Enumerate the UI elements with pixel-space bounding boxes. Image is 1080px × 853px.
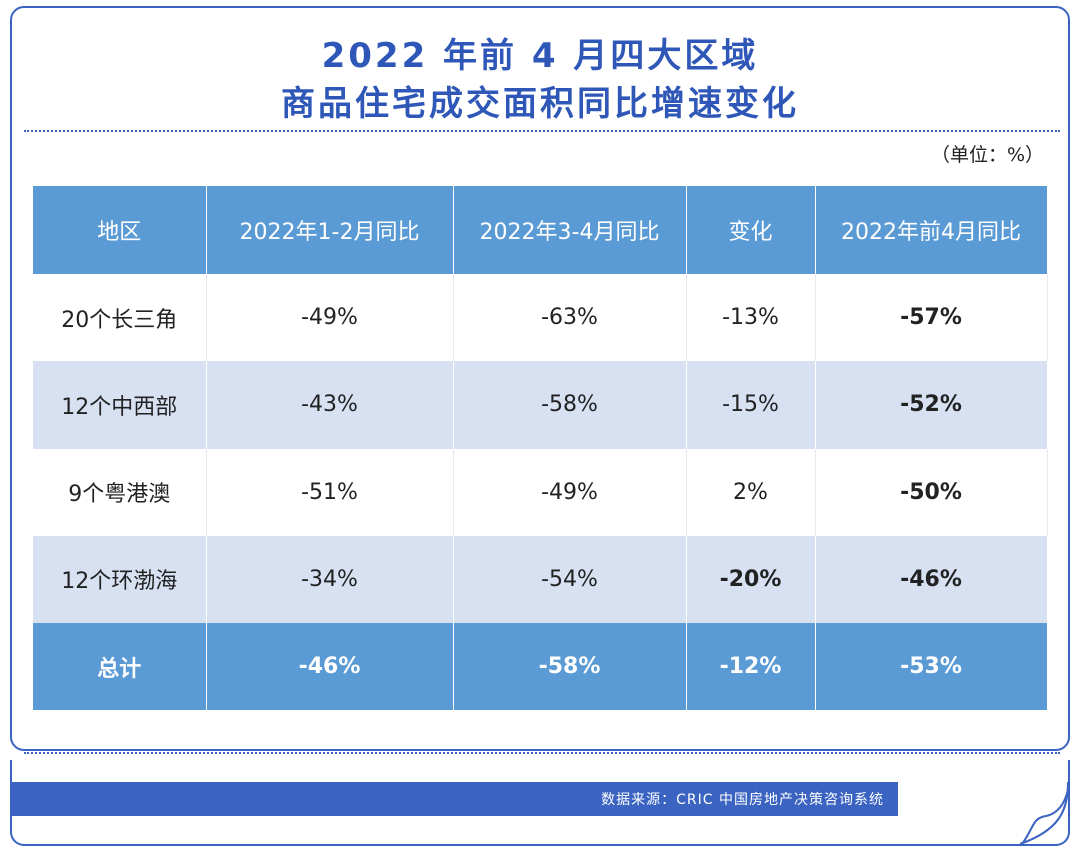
header-region: 地区	[33, 186, 207, 274]
cell-value: -49%	[206, 274, 454, 362]
cell-region: 12个环渤海	[33, 535, 207, 623]
unit-label: （单位：%）	[930, 144, 1044, 166]
cell-value-bold: -50%	[815, 448, 1048, 536]
table-header-row: 地区 2022年1-2月同比 2022年3-4月同比 变化 2022年前4月同比	[33, 186, 1048, 274]
cell-value: -43%	[206, 361, 454, 449]
page-curl-icon	[1019, 781, 1069, 845]
source-text: 数据来源：CRIC 中国房地产决策咨询系统	[601, 792, 884, 808]
cell-value-bold: -20%	[686, 535, 816, 623]
cell-value: -49%	[453, 448, 687, 536]
page-title-line2: 商品住宅成交面积同比增速变化	[281, 84, 799, 124]
table-row: 9个粤港澳 -51% -49% 2% -50%	[33, 448, 1048, 536]
cell-value: -34%	[206, 535, 454, 623]
table-row: 12个环渤海 -34% -54% -20% -46%	[33, 535, 1048, 623]
cell-region: 12个中西部	[33, 361, 207, 449]
table-row: 12个中西部 -43% -58% -15% -52%	[33, 361, 1048, 449]
header-mar-apr: 2022年3-4月同比	[453, 186, 687, 274]
cell-region: 20个长三角	[33, 274, 207, 362]
divider-top	[24, 130, 1060, 132]
cell-value-bold: -52%	[815, 361, 1048, 449]
table-row: 20个长三角 -49% -63% -13% -57%	[33, 274, 1048, 362]
cell-value: 2%	[686, 448, 816, 536]
cell-value: -54%	[453, 535, 687, 623]
cell-value-bold: -46%	[815, 535, 1048, 623]
cell-value: -15%	[686, 361, 816, 449]
cell-value-bold: -57%	[815, 274, 1048, 362]
header-first-four-months: 2022年前4月同比	[815, 186, 1048, 274]
cell-value: -63%	[453, 274, 687, 362]
table-total-row: 总计 -46% -58% -12% -53%	[33, 623, 1048, 710]
cell-value: -51%	[206, 448, 454, 536]
header-jan-feb: 2022年1-2月同比	[206, 186, 454, 274]
divider-bottom	[24, 752, 1060, 754]
data-table: 地区 2022年1-2月同比 2022年3-4月同比 变化 2022年前4月同比…	[33, 186, 1048, 710]
cell-region: 9个粤港澳	[33, 448, 207, 536]
cell-value: -58%	[453, 361, 687, 449]
cell-total-value: -53%	[815, 623, 1048, 710]
source-bar: 数据来源：CRIC 中国房地产决策咨询系统	[10, 782, 898, 816]
cell-total-label: 总计	[33, 623, 207, 710]
cell-total-value: -46%	[206, 623, 454, 710]
cell-total-value: -12%	[686, 623, 816, 710]
cell-value: -13%	[686, 274, 816, 362]
header-change: 变化	[686, 186, 816, 274]
cell-total-value: -58%	[453, 623, 687, 710]
page-title-line1: 2022 年前 4 月四大区域	[321, 36, 759, 76]
